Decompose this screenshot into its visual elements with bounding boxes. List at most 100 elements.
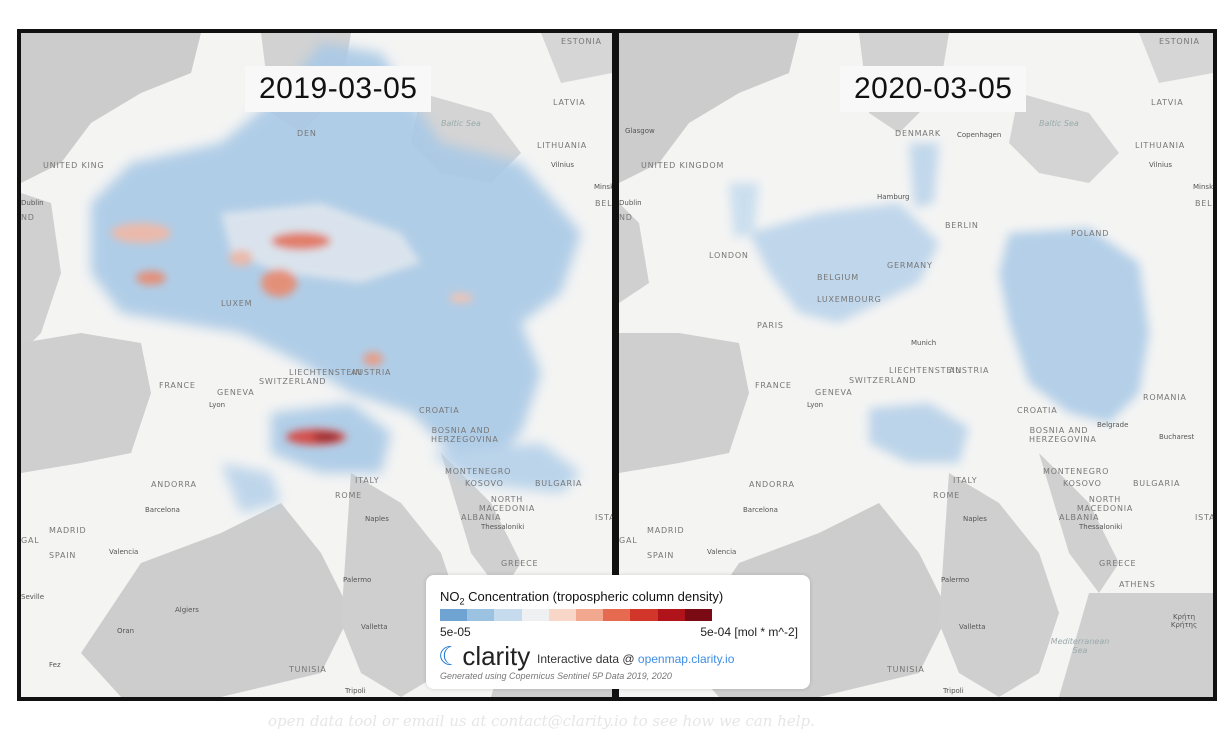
legend-swatch-8 bbox=[657, 609, 685, 621]
map-label-bucharest: Bucharest bbox=[1159, 433, 1195, 441]
map-label-liechtenstein: LIECHTENSTEIN bbox=[289, 368, 363, 377]
map-label-ista-2: ISTA bbox=[1195, 513, 1213, 522]
legend-color-scale bbox=[440, 609, 713, 621]
map-label-paris: PARIS bbox=[757, 321, 784, 330]
map-label-madrid: MADRID bbox=[49, 526, 87, 535]
map-label-andorra-2: ANDORRA bbox=[749, 480, 795, 489]
map-label-minsk-2: Minsk bbox=[1193, 183, 1213, 191]
legend-swatch-5 bbox=[576, 609, 604, 621]
legend-swatch-4 bbox=[548, 609, 577, 621]
map-label-liechtenstein-2: LIECHTENSTEIN bbox=[889, 366, 963, 375]
map-label-rome-2: ROME bbox=[933, 491, 961, 500]
legend-swatch-0 bbox=[440, 609, 468, 621]
map-label-berlin: BERLIN bbox=[945, 221, 979, 230]
map-label-nd: ND bbox=[21, 213, 35, 222]
legend-swatch-6 bbox=[603, 609, 631, 621]
map-label-greece-2: GREECE bbox=[1099, 559, 1137, 568]
map-label-uk-2: UNITED KINGDOM bbox=[641, 161, 725, 170]
map-label-thessaloniki-2: Thessaloniki bbox=[1079, 523, 1123, 531]
map-label-albania: ALBANIA bbox=[461, 513, 502, 522]
map-label-madrid-2: MADRID bbox=[647, 526, 685, 535]
map-label-germany: GERMANY bbox=[887, 261, 933, 270]
map-label-munich: Munich bbox=[911, 339, 937, 347]
map-label-austria: AUSTRIA bbox=[351, 368, 392, 377]
map-label-vilnius-2: Vilnius bbox=[1149, 161, 1172, 169]
map-label-france: FRANCE bbox=[159, 381, 196, 390]
map-label-bosnia: BOSNIA AND HERZEGOVINA bbox=[431, 426, 499, 444]
map-label-seville: Seville bbox=[21, 593, 45, 601]
map-label-naples: Naples bbox=[365, 515, 389, 523]
map-label-luxembourg: LUXEM bbox=[221, 299, 253, 308]
map-label-valletta: Valletta bbox=[361, 623, 388, 631]
map-label-mediterranean: Mediterranean Sea bbox=[1050, 637, 1110, 655]
map-label-minsk: Minsk bbox=[594, 183, 612, 191]
map-label-baltic-sea-2: Baltic Sea bbox=[1039, 119, 1079, 128]
no2-legend: NO2 Concentration (tropospheric column d… bbox=[426, 575, 810, 689]
map-label-gal: GAL bbox=[21, 536, 40, 545]
map-label-estonia: ESTONIA bbox=[561, 37, 602, 46]
date-label-2019: 2019-03-05 bbox=[245, 66, 432, 112]
map-label-uk: UNITED KING bbox=[43, 161, 105, 170]
clarity-logo-icon: ☾ bbox=[438, 641, 462, 671]
generated-note: Generated using Copernicus Sentinel 5P D… bbox=[440, 671, 672, 681]
map-label-tripoli: Tripoli bbox=[345, 687, 366, 695]
interactive-data-text: Interactive data @ openmap.clarity.io bbox=[537, 652, 734, 666]
map-label-denmark: DEN bbox=[297, 129, 317, 138]
map-label-vilnius: Vilnius bbox=[551, 161, 574, 169]
map-label-italy: ITALY bbox=[355, 476, 380, 485]
map-label-bulgaria-2: BULGARIA bbox=[1133, 479, 1181, 488]
map-label-copenhagen: Copenhagen bbox=[957, 131, 1002, 139]
map-label-thessaloniki: Thessaloniki bbox=[481, 523, 525, 531]
legend-title-prefix: NO bbox=[440, 589, 460, 604]
map-label-glasgow: Glasgow bbox=[625, 127, 655, 135]
footer-text: open data tool or email us at contact@cl… bbox=[268, 712, 815, 730]
map-label-france-2: FRANCE bbox=[755, 381, 792, 390]
map-label-lithuania-2: LITHUANIA bbox=[1135, 141, 1186, 150]
map-label-barcelona: Barcelona bbox=[145, 506, 180, 514]
map-label-geneva: GENEVA bbox=[217, 388, 255, 397]
map-label-poland: POLAND bbox=[1071, 229, 1110, 238]
map-label-romania: ROMANIA bbox=[1143, 393, 1187, 402]
legend-title: NO2 Concentration (tropospheric column d… bbox=[440, 589, 723, 607]
map-label-switzerland: SWITZERLAND bbox=[259, 377, 327, 386]
map-label-nd-2: ND bbox=[619, 213, 633, 222]
map-panel-2020[interactable]: 2020-03-05 ESTONIA LATVIA LITHUANIA Viln… bbox=[619, 33, 1213, 697]
map-label-palermo-2: Palermo bbox=[941, 576, 970, 584]
map-label-croatia: CROATIA bbox=[419, 406, 460, 415]
date-label-2020: 2020-03-05 bbox=[840, 66, 1027, 112]
map-label-algiers: Algiers bbox=[175, 606, 199, 614]
legend-swatch-7 bbox=[630, 609, 658, 621]
map-label-north-macedonia-2: NORTH MACEDONIA bbox=[1076, 495, 1134, 513]
map-label-bosnia-2: BOSNIA AND HERZEGOVINA bbox=[1029, 426, 1097, 444]
map-label-fez: Fez bbox=[49, 661, 61, 669]
map-label-bel-2: BEL bbox=[1195, 199, 1213, 208]
map-label-athens: ATHENS bbox=[1119, 580, 1156, 589]
map-label-luxembourg-2: LUXEMBOURG bbox=[817, 295, 882, 304]
legend-title-rest: Concentration (tropospheric column densi… bbox=[464, 589, 724, 604]
map-label-valletta-2: Valletta bbox=[959, 623, 986, 631]
map-label-geneva-2: GENEVA bbox=[815, 388, 853, 397]
map-label-greece: GREECE bbox=[501, 559, 539, 568]
map-label-montenegro-2: MONTENEGRO bbox=[1043, 467, 1110, 476]
map-label-austria-2: AUSTRIA bbox=[949, 366, 990, 375]
clarity-logo-text: clarity bbox=[462, 641, 531, 671]
legend-swatch-3 bbox=[521, 609, 549, 621]
map-label-switzerland-2: SWITZERLAND bbox=[849, 376, 917, 385]
map-label-valencia: Valencia bbox=[109, 548, 139, 556]
map-label-naples-2: Naples bbox=[963, 515, 987, 523]
map-label-crete: Κρήτη Κρήτης bbox=[1170, 613, 1198, 629]
legend-swatch-1 bbox=[467, 609, 495, 621]
map-label-estonia-2: ESTONIA bbox=[1159, 37, 1200, 46]
legend-max: 5e-04 [mol * m^-2] bbox=[700, 625, 798, 639]
map-label-barcelona-2: Barcelona bbox=[743, 506, 778, 514]
map-label-spain: SPAIN bbox=[49, 551, 77, 560]
map-label-lyon: Lyon bbox=[209, 401, 226, 409]
map-label-denmark-2: DENMARK bbox=[895, 129, 941, 138]
map-label-palermo: Palermo bbox=[343, 576, 372, 584]
map-label-dublin: Dublin bbox=[21, 199, 44, 207]
map-label-lyon-2: Lyon bbox=[807, 401, 824, 409]
map-label-oran: Oran bbox=[117, 627, 135, 635]
openmap-link[interactable]: openmap.clarity.io bbox=[637, 652, 735, 666]
map-label-lithuania: LITHUANIA bbox=[537, 141, 588, 150]
map-label-tunisia-2: TUNISIA bbox=[887, 665, 925, 674]
